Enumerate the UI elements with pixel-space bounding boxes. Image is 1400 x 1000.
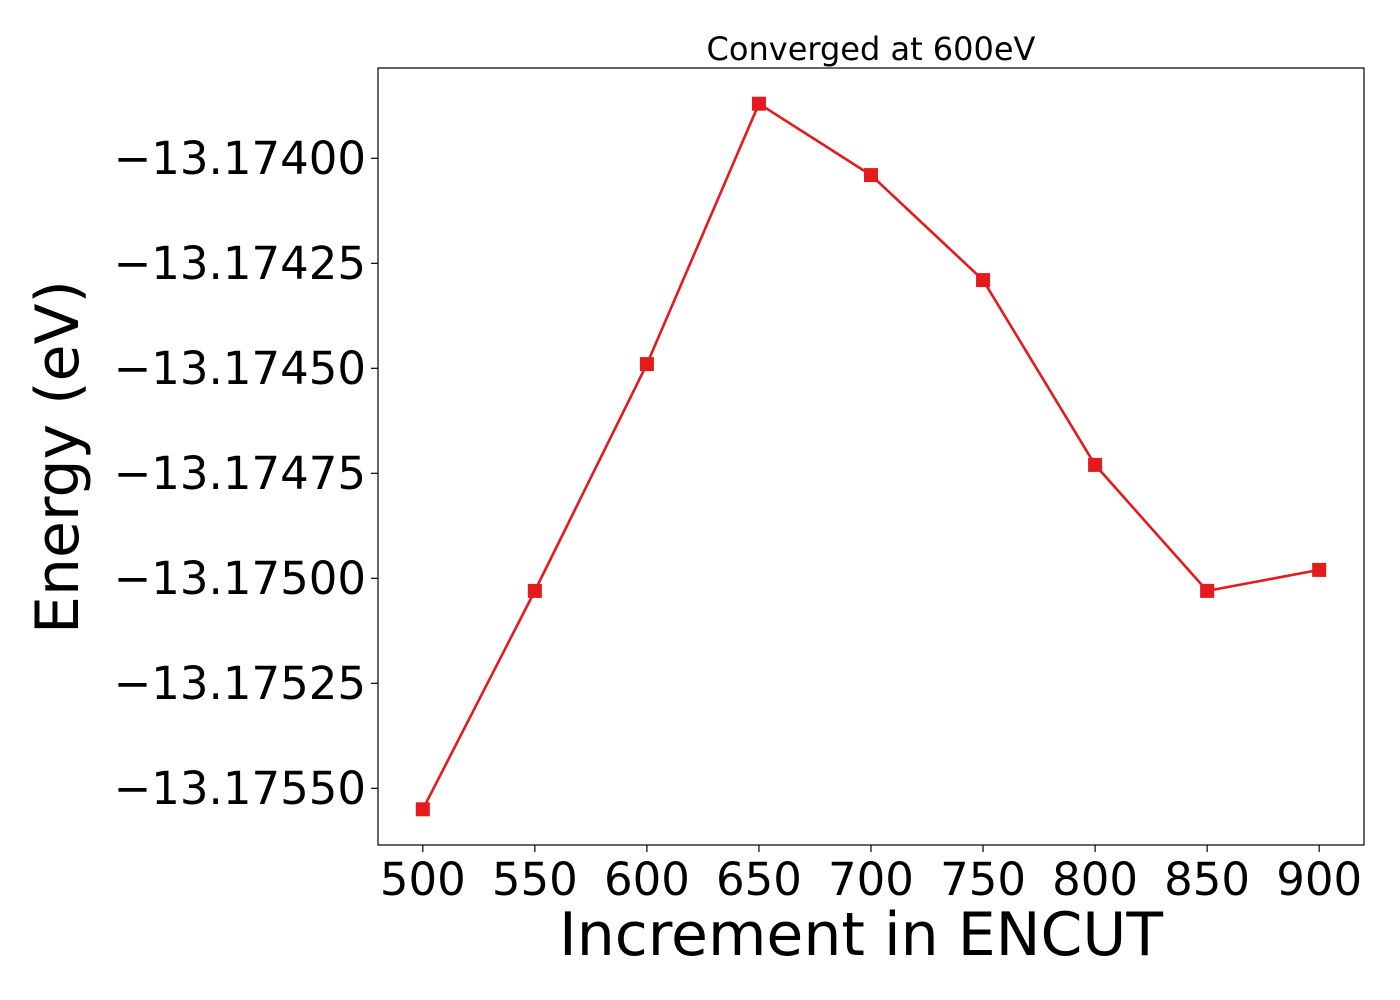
y-tick-label: −13.17475 (114, 447, 366, 500)
x-tick-label: 700 (828, 853, 914, 906)
energy-data-point (864, 168, 878, 183)
energy-data-point (1200, 583, 1215, 598)
y-tick-label: −13.17450 (114, 342, 366, 395)
x-tick-label: 750 (940, 853, 1026, 906)
x-tick-label: 600 (604, 853, 690, 906)
x-tick-label: 550 (492, 853, 578, 906)
x-tick-label: 850 (1164, 853, 1250, 906)
energy-data-point (415, 802, 430, 817)
chart-title: Converged at 600eV (707, 30, 1036, 68)
x-tick-label: 900 (1276, 853, 1362, 906)
energy-series-line (421, 102, 1320, 810)
x-tick-label: 650 (716, 853, 802, 906)
y-tick-label: −13.17500 (114, 552, 366, 605)
y-axis-ticks: −13.17400 −13.17425 −13.17450 −13.17475 −13.… (114, 132, 378, 815)
y-tick-label: −13.17425 (114, 237, 366, 290)
x-axis-ticks: 500 550 600 650 700 750 800 850 900 (380, 845, 1362, 906)
energy-data-point (1088, 457, 1103, 472)
energy-data-point (527, 583, 542, 598)
y-tick-label: −13.17400 (114, 132, 366, 185)
y-axis-label: Energy (eV) (23, 280, 93, 634)
plot-area-frame (377, 67, 1365, 846)
energy-data-point (976, 273, 991, 288)
y-tick-label: −13.17550 (114, 762, 366, 815)
energy-data-point (1312, 562, 1327, 577)
x-tick-label: 500 (380, 853, 466, 906)
x-axis-label: Increment in ENCUT (559, 900, 1163, 970)
series-layer (415, 96, 1327, 817)
y-tick-label: −13.17525 (114, 657, 366, 710)
x-tick-label: 800 (1052, 853, 1138, 906)
energy-data-point (751, 96, 766, 111)
energy-data-point (639, 357, 654, 372)
